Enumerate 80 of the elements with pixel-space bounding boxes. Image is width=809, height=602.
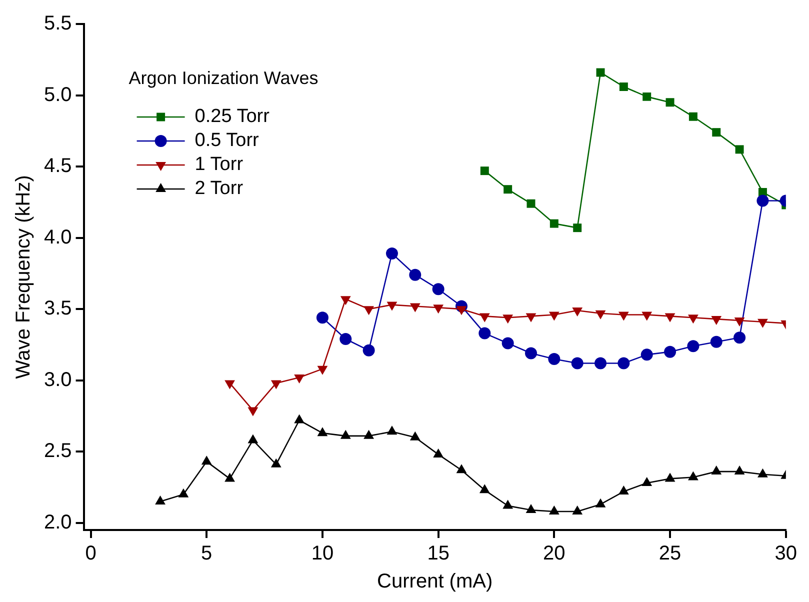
- point: [548, 505, 560, 514]
- y-tick-label: 4.0: [44, 226, 72, 248]
- point: [502, 500, 514, 509]
- point: [480, 166, 489, 176]
- point: [735, 145, 744, 154]
- point: [270, 458, 282, 468]
- point: [640, 348, 653, 361]
- point: [758, 468, 768, 478]
- x-tick-label: 10: [311, 542, 334, 565]
- point: [504, 185, 512, 194]
- point: [340, 333, 352, 346]
- point: [688, 112, 698, 121]
- y-axis-title: Wave Frequency (kHz): [12, 175, 35, 379]
- point: [201, 456, 212, 465]
- y-tick-label: 2.5: [44, 440, 72, 462]
- point: [596, 68, 605, 77]
- point: [712, 128, 721, 137]
- point: [386, 247, 398, 260]
- point: [548, 352, 560, 365]
- point: [594, 357, 607, 370]
- point: [502, 337, 514, 350]
- point: [340, 430, 351, 439]
- point: [362, 344, 375, 356]
- y-tick-label: 3.0: [44, 368, 72, 391]
- point: [526, 199, 536, 208]
- point: [642, 476, 652, 486]
- point: [386, 426, 398, 435]
- point: [409, 268, 422, 281]
- point: [711, 466, 722, 475]
- point: [410, 431, 420, 440]
- point: [432, 283, 444, 296]
- point: [572, 505, 583, 514]
- legend-label: 2 Torr: [194, 178, 244, 200]
- point: [618, 486, 629, 495]
- x-tick-label: 30: [774, 542, 797, 565]
- x-axis-title: Current (mA): [377, 570, 493, 593]
- point: [155, 495, 166, 504]
- point: [619, 82, 628, 91]
- y-tick-label: 5.5: [44, 12, 72, 35]
- point: [478, 327, 491, 340]
- point: [316, 312, 328, 324]
- x-tick-label: 0: [85, 542, 96, 565]
- legend-label: 1 Torr: [194, 154, 244, 176]
- point: [224, 472, 235, 482]
- point: [595, 498, 606, 508]
- point: [526, 504, 536, 514]
- point: [571, 357, 584, 370]
- point: [317, 427, 328, 436]
- point: [573, 224, 582, 232]
- point: [734, 466, 745, 475]
- point: [688, 471, 698, 480]
- y-tick-label: 3.5: [44, 298, 72, 320]
- y-tick-label: 2.0: [44, 511, 72, 534]
- point: [178, 488, 189, 498]
- point: [642, 92, 652, 101]
- x-tick-label: 25: [658, 542, 682, 565]
- point: [734, 332, 746, 344]
- point: [525, 347, 537, 360]
- point: [550, 219, 558, 228]
- point: [294, 414, 304, 424]
- point: [248, 434, 258, 444]
- point: [456, 464, 467, 474]
- x-tick-label: 5: [201, 542, 212, 565]
- point: [664, 346, 676, 358]
- point: [710, 336, 722, 348]
- x-tick-label: 15: [427, 542, 450, 565]
- legend-label: 0.25 Torr: [194, 106, 270, 128]
- legend-title: Argon Ionization Waves: [128, 68, 318, 88]
- legend-label: 0.5 Torr: [194, 130, 260, 152]
- point: [664, 472, 676, 482]
- point: [687, 340, 700, 352]
- point: [666, 98, 674, 107]
- point: [756, 194, 769, 207]
- y-tick-label: 4.5: [44, 155, 72, 178]
- y-tick-label: 5.0: [44, 84, 72, 106]
- point: [433, 448, 444, 458]
- point: [479, 484, 490, 494]
- point: [618, 357, 630, 370]
- x-tick-label: 20: [543, 542, 566, 565]
- point: [364, 430, 374, 439]
